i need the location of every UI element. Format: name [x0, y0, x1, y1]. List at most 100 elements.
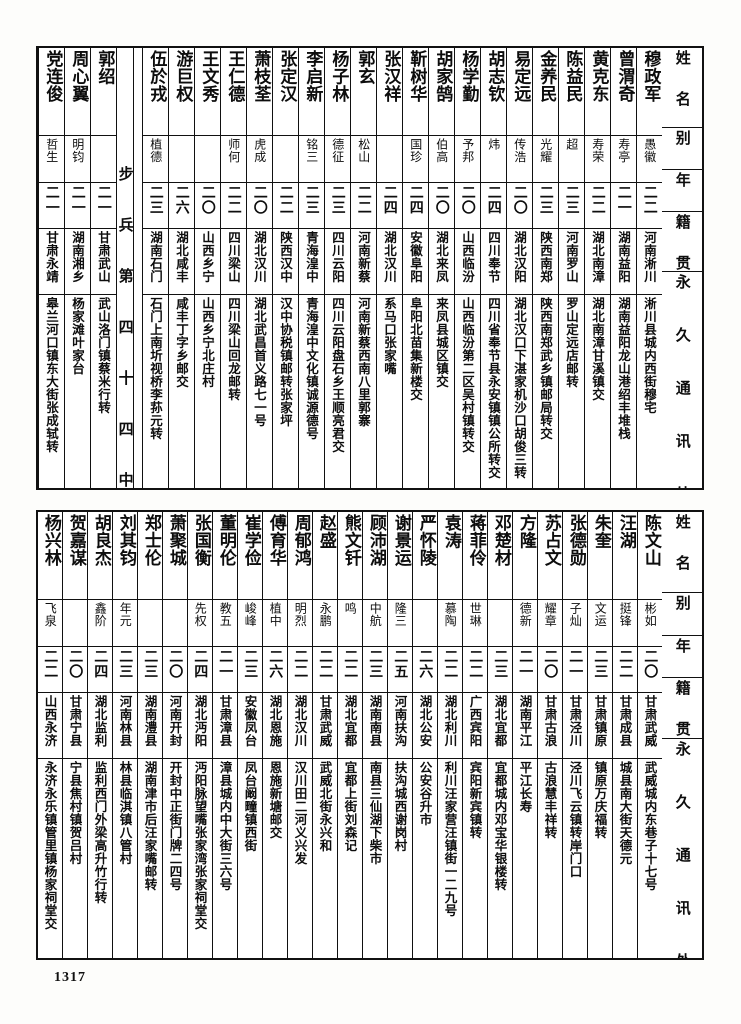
entry-name-text: 杨子林: [328, 50, 349, 103]
entry-native-place-text: 湖北公安: [417, 695, 433, 747]
roster-entry[interactable]: 严怀陵 二六 湖北公安 公安谷升市: [412, 512, 437, 958]
entry-name-text: 曾渭奇: [614, 50, 635, 103]
roster-entry[interactable]: 张国衡 先权 二四 湖北沔阳 沔阳脉望嘴张家湾张家祠堂交: [187, 512, 212, 958]
roster-entry[interactable]: 杨学勤 予邦 二〇 山西临汾 山西临汾第二区吴村镇转交: [454, 48, 480, 488]
unit-label-column: 步 兵 第 四 十 四 中 队: [116, 48, 135, 547]
roster-entry[interactable]: 萧聚城 二〇 河南开封 开封中正街门牌二四号: [162, 512, 187, 958]
roster-entry[interactable]: 汪湖 挺锋 二二 甘肃成县 城县南大街天德元: [612, 512, 637, 958]
roster-entry[interactable]: 方隆 德新 二一 湖南平江 平江长寿: [512, 512, 537, 958]
roster-entry[interactable]: 郭绍 二一 甘肃武山 武山洛门镇蔡米行转: [90, 48, 116, 488]
entry-name: 易定远: [507, 48, 532, 136]
entry-address: 武山洛门镇蔡米行转: [91, 295, 116, 488]
roster-entry[interactable]: 张汉祥 二四 湖北汉川 系马口张家嘴: [376, 48, 402, 488]
roster-entry[interactable]: 胡良杰 鑫阶 二四 湖北监利 监利西门外梁高升竹行转: [87, 512, 112, 958]
entry-native-place-text: 甘肃武威: [642, 695, 658, 747]
roster-entry[interactable]: 苏占文 耀章 二〇 甘肃古浪 古浪慧丰祥转: [537, 512, 562, 958]
roster-entry[interactable]: 顾沛湖 中航 二三 湖南南县 南县三仙湖下柴市: [362, 512, 387, 958]
spacer-column: [132, 48, 142, 488]
entry-name-text: 朱奎: [590, 514, 611, 549]
roster-entry[interactable]: 朱奎 文运 二三 甘肃镇原 镇原万庆福转: [587, 512, 612, 958]
entry-age: 二二: [585, 183, 610, 229]
roster-entry[interactable]: 刘其钧 年元 二三 河南林县 林县临淇镇八管村: [112, 512, 137, 958]
entry-name-text: 王文秀: [198, 50, 219, 103]
roster-entry[interactable]: 傅育华 植中 二六 湖北恩施 恩施新塘邮交: [262, 512, 287, 958]
roster-entry[interactable]: 袁涛 慕陶 二二 湖北利川 利川汪家营汪镇街一二九号: [437, 512, 462, 958]
entry-name: 郭绍: [91, 48, 116, 136]
roster-entry[interactable]: 邓楚材 二三 湖北宜都 宜都城内邓宝华银楼转: [487, 512, 512, 958]
roster-entry[interactable]: 陈益民超二三 河南罗山 罗山定远店邮转: [558, 48, 584, 488]
entry-address-text: 四川云阳盘石乡王顺亮君交: [330, 297, 345, 453]
roster-entry[interactable]: 张定汉 二二 陕西汉中 汉中协税镇邮转张家坪: [272, 48, 298, 488]
roster-entry[interactable]: 伍於戎 植德 二三 湖南石门 石门上南圻视桥李荪元转: [142, 48, 168, 488]
roster-entry[interactable]: 张德勋 子灿 二一 甘肃泾川 泾川飞云镇转岸门口: [562, 512, 587, 958]
roster-entry[interactable]: 崔学俭 峻峰 二三 安徽凤台 凤台阚疃镇西街: [237, 512, 262, 958]
roster-entry[interactable]: 游巨权 二六 湖北咸丰 咸丰丁字乡邮交: [168, 48, 194, 488]
roster-entry[interactable]: 胡志钦炜二四 四川奉节 四川省奉节县永安镇镇公所转交: [480, 48, 506, 488]
roster-entry[interactable]: 杨兴林 飞泉 二二 山西永济 永济永乐镇管里镇杨家祠堂交: [37, 512, 62, 958]
entry-native-place: 四川奉节: [481, 229, 506, 295]
entry-address: 平江长寿: [513, 759, 537, 958]
entry-age-text: 二六: [417, 649, 434, 679]
entry-address-text: 沔阳脉望嘴张家湾张家祠堂交: [192, 761, 208, 930]
roster-entry[interactable]: 蒋菲伶 世琳 二二 广西宾阳 宾阳新宾镇转: [462, 512, 487, 958]
entry-name: 赵盛: [313, 512, 337, 600]
entry-address-text: 咸丰丁字乡邮交: [174, 297, 189, 388]
roster-entry[interactable]: 郑士伦 二三 湖南澧县 湖南津市后汪家嘴邮转: [137, 512, 162, 958]
entry-address: 青海湟中文化镇诚源德号: [299, 295, 324, 488]
entry-name-text: 刘其钧: [115, 514, 136, 567]
roster-entry[interactable]: 周心翼 明钧 二一 湖南湘乡 杨家滩叶家台: [64, 48, 90, 488]
roster-entry[interactable]: 王文秀 二〇 山西乡宁 山西乡宁北庄村: [194, 48, 220, 488]
roster-entry[interactable]: 郭玄 松山 二二 河南新蔡 河南新蔡西南八里郭寨: [350, 48, 376, 488]
entry-address: 四川梁山回龙邮转: [221, 295, 246, 488]
roster-entry[interactable]: 王仁德 师何 二二 四川梁山 四川梁山回龙邮转: [220, 48, 246, 488]
entry-name-text: 胡良杰: [90, 514, 111, 567]
entry-alias-text: 伯高: [434, 138, 449, 163]
roster-entry[interactable]: 董明伦 教五 二一 甘肃漳县 漳县城内中大街三六号: [212, 512, 237, 958]
roster-entry[interactable]: 金养民 光耀 二三 陕西南郑 陕西南郑武乡镇邮局转交: [532, 48, 558, 488]
roster-entry[interactable]: 萧枝荃 虎成 二〇 湖北汉川 湖北武昌首义路七一号: [246, 48, 272, 488]
entry-native-place: 湖南益阳: [611, 229, 636, 295]
entry-name: 张国衡: [188, 512, 212, 600]
entry-name-text: 陈益民: [562, 50, 583, 103]
entry-address: 利川汪家营汪镇街一二九号: [438, 759, 462, 958]
entry-name: 伍於戎: [143, 48, 168, 136]
roster-entry[interactable]: 穆政军 愚徽 二二 河南淅川 淅川县城内西街穆宅: [636, 48, 662, 488]
roster-entry[interactable]: 周郁鸿 明烈 二二 湖北汉川 汉川田二河义兴发: [287, 512, 312, 958]
entry-name: 王仁德: [221, 48, 246, 136]
entry-alias-text: 飞泉: [43, 602, 58, 627]
entry-alias-text: 虎成: [252, 138, 267, 163]
entry-alias: 教五: [213, 600, 237, 647]
entry-native-place-text: 湖北汉川: [252, 231, 267, 283]
entry-native-place-text: 湖北恩施: [267, 695, 283, 747]
entry-address-text: 青海湟中文化镇诚源德号: [304, 297, 319, 440]
roster-entry[interactable]: 曾渭奇 寿亭 二一 湖南益阳 湖南益阳龙山港绍丰堆栈: [610, 48, 636, 488]
roster-entry[interactable]: 杨子林 德征 二三 四川云阳 四川云阳盘石乡王顺亮君交: [324, 48, 350, 488]
roster-entry[interactable]: 贺嘉谋 二〇 甘肃宁县 宁县焦村镇贺吕村: [62, 512, 87, 958]
entry-alias: 明钧: [65, 136, 90, 183]
entry-alias: 鸣: [338, 600, 362, 647]
roster-entry[interactable]: 易定远 传浩 二〇 湖北汉阳 湖北汉口下湛家机沙口胡俊三转: [506, 48, 532, 488]
entry-age-text: 二四: [381, 185, 398, 215]
entry-native-place-text: 湖北汉阳: [512, 231, 527, 283]
entry-name-text: 顾沛湖: [365, 514, 386, 567]
entry-age: 二二: [351, 183, 376, 229]
roster-entry[interactable]: 靳树华 国珍 二四 安徽阜阳 阜阳北苗集新楼交: [402, 48, 428, 488]
entry-alias-text: 明烈: [293, 602, 308, 627]
roster-entry[interactable]: 熊文钎鸣二二 湖北宜都 宜都上街刘森记: [337, 512, 362, 958]
entry-native-place-text: 甘肃成县: [617, 695, 633, 747]
entry-alias-text: 隆三: [393, 602, 408, 627]
entry-name: 熊文钎: [338, 512, 362, 600]
entry-address-text: 来凤县城区镇交: [434, 297, 449, 388]
entry-native-place-text: 安徽凤台: [242, 695, 258, 747]
roster-entry[interactable]: 赵盛 永鹏 二二 甘肃武威 武威北街永兴和: [312, 512, 337, 958]
entry-alias: 寿亭: [611, 136, 636, 183]
roster-entry[interactable]: 谢景运 隆三 二五 河南扶沟 扶沟城西谢岗村: [387, 512, 412, 958]
roster-entry[interactable]: 党连俊 哲生 二一 甘肃永靖 皋兰河口镇东大街张成轼转: [38, 48, 64, 488]
roster-entry[interactable]: 李启新 铭三 二三 青海湟中 青海湟中文化镇诚源德号: [298, 48, 324, 488]
roster-entry[interactable]: 胡家鹄 伯高 二〇 湖北来凤 来凤县城区镇交: [428, 48, 454, 488]
roster-entry[interactable]: 黄克东 寿荣 二二 湖北南漳 湖北南漳甘溪镇交: [584, 48, 610, 488]
entry-alias-text: 文运: [593, 602, 608, 627]
entry-age: 二〇: [163, 647, 187, 693]
roster-entry[interactable]: 陈文山 彬如 二〇 甘肃武威 武威城内东巷子十七号: [637, 512, 662, 958]
entry-age: 二一: [65, 183, 90, 229]
